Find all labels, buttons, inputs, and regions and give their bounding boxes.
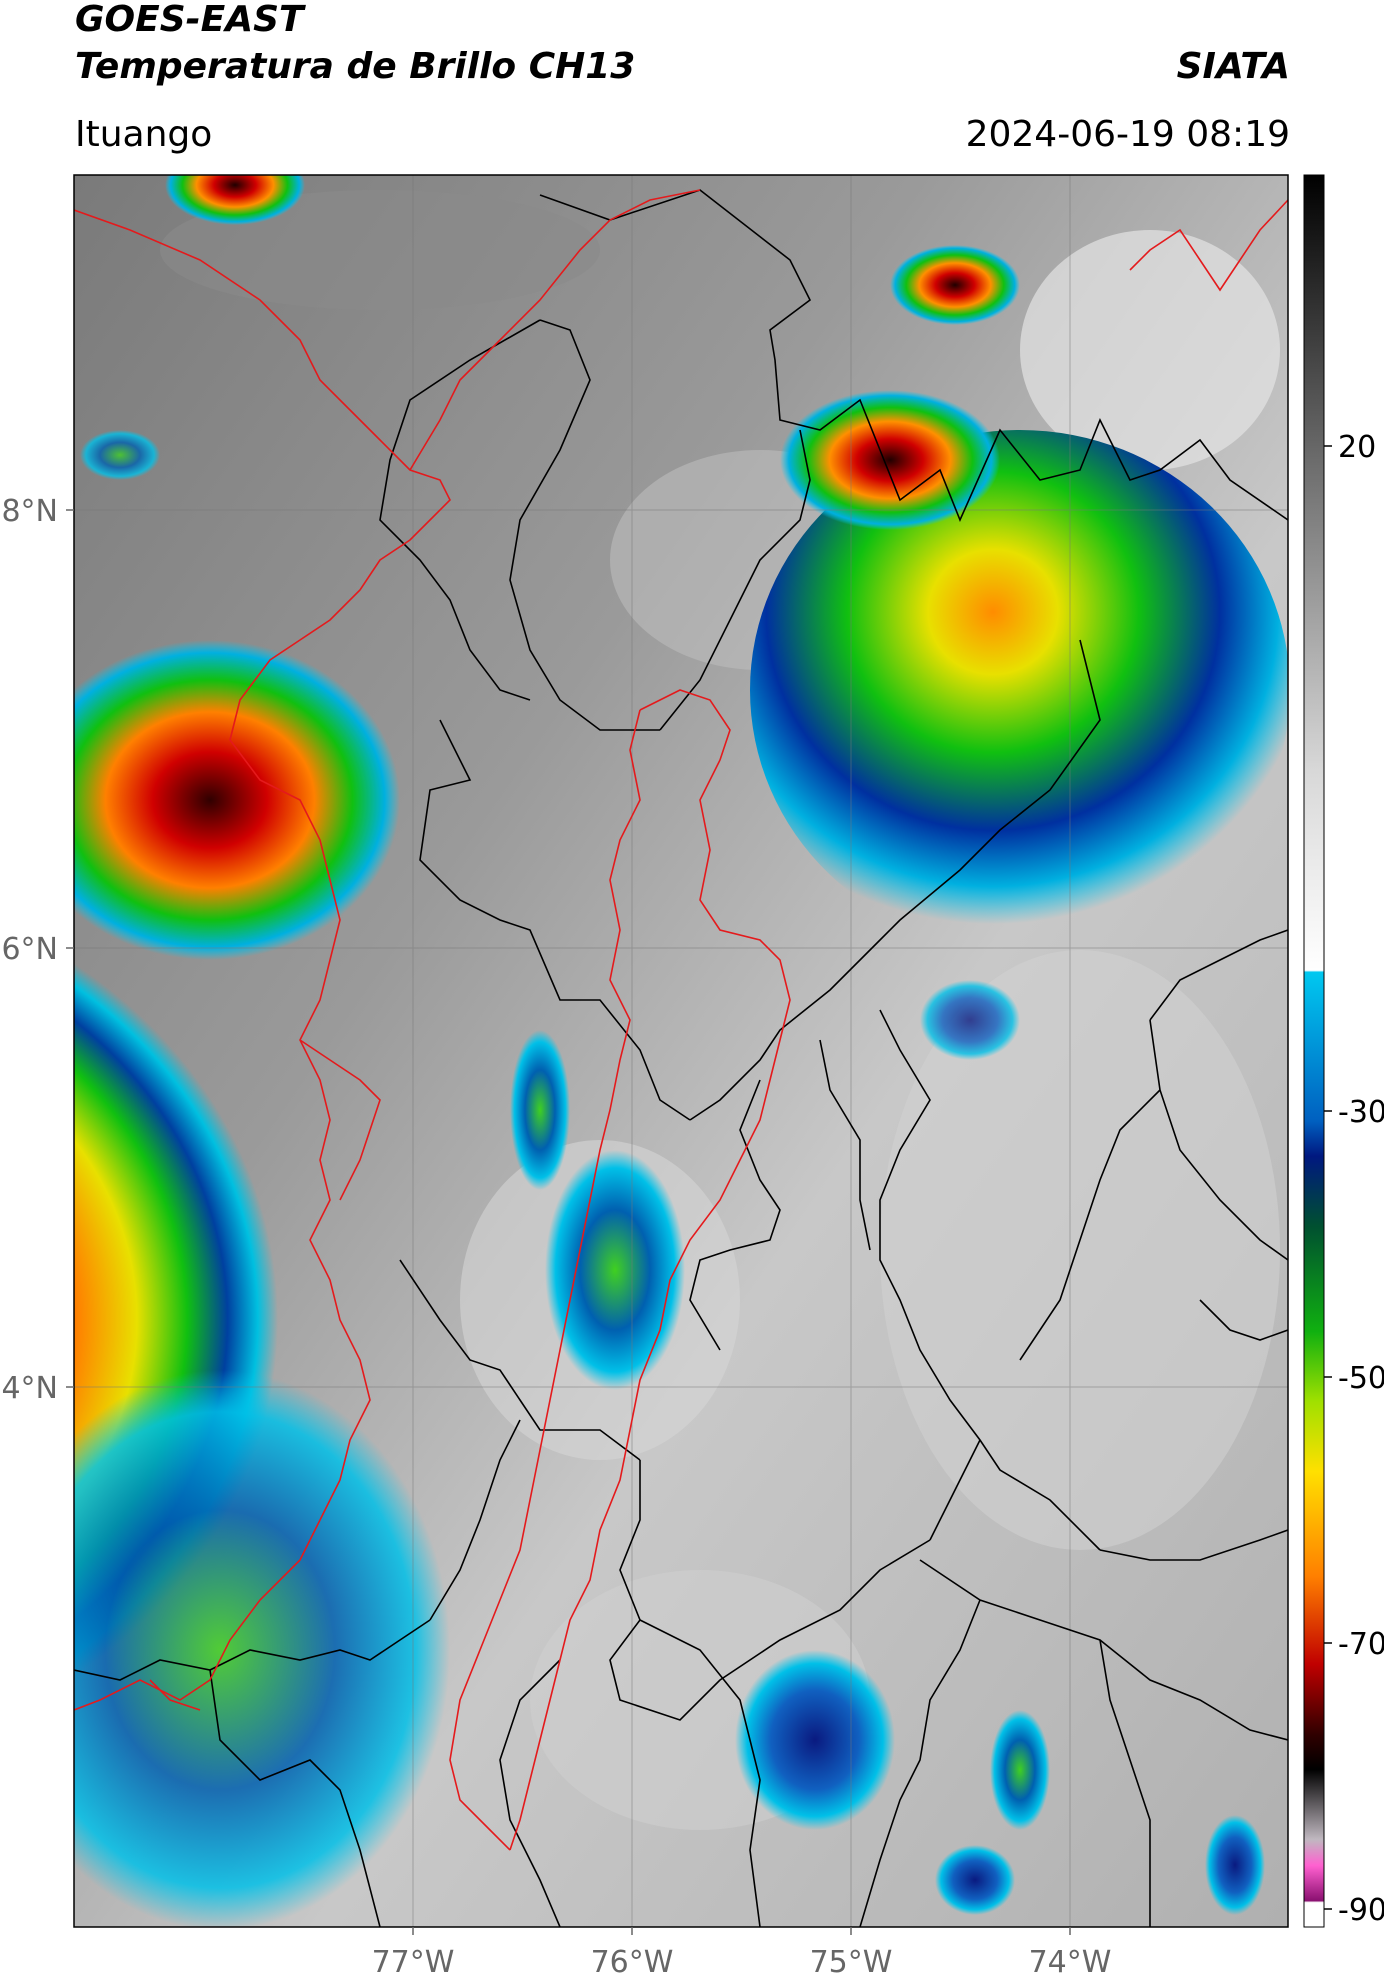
colorbar-gradient <box>1303 174 1325 1928</box>
colorbar-label-20: 20 <box>1338 430 1376 465</box>
lat-label-8n: 8°N <box>1 494 58 529</box>
map-field <box>74 175 1288 1927</box>
lon-label-77w: 77°W <box>372 1945 455 1980</box>
lon-label-75w: 75°W <box>810 1945 893 1980</box>
colorbar-label-minus50: -50 <box>1338 1361 1384 1396</box>
colorbar-label-minus90: -90 <box>1338 1893 1384 1928</box>
basin-boundaries <box>74 189 1288 1851</box>
lat-label-4n: 4°N <box>1 1371 58 1406</box>
lon-label-76w: 76°W <box>591 1945 674 1980</box>
colorbar-label-minus70: -70 <box>1338 1627 1384 1662</box>
convective-cell-north <box>780 390 1000 530</box>
department-boundaries <box>74 189 1288 1927</box>
lon-label-74w: 74°W <box>1029 1945 1112 1980</box>
colorbar-label-minus30: -30 <box>1338 1095 1384 1130</box>
colorbar: 20 -30 -50 -70 -90 <box>1303 174 1384 1928</box>
timestamp-label: 2024-06-19 08:19 <box>965 114 1290 155</box>
map-frame <box>73 174 1289 1928</box>
brand-label: SIATA <box>1176 46 1290 87</box>
lat-label-6n: 6°N <box>1 932 58 967</box>
region-label: Ituango <box>75 114 213 155</box>
convective-system-northwest <box>74 640 400 960</box>
satellite-title: GOES-EAST <box>75 0 304 40</box>
convective-system-northeast <box>750 430 1288 950</box>
latitude-ticks: 8°N 6°N 4°N <box>1 494 74 1406</box>
product-title: Temperatura de Brillo CH13 <box>75 46 636 87</box>
longitude-ticks: 77°W 76°W 75°W 74°W <box>372 1927 1112 1980</box>
graticule <box>74 175 1288 1927</box>
